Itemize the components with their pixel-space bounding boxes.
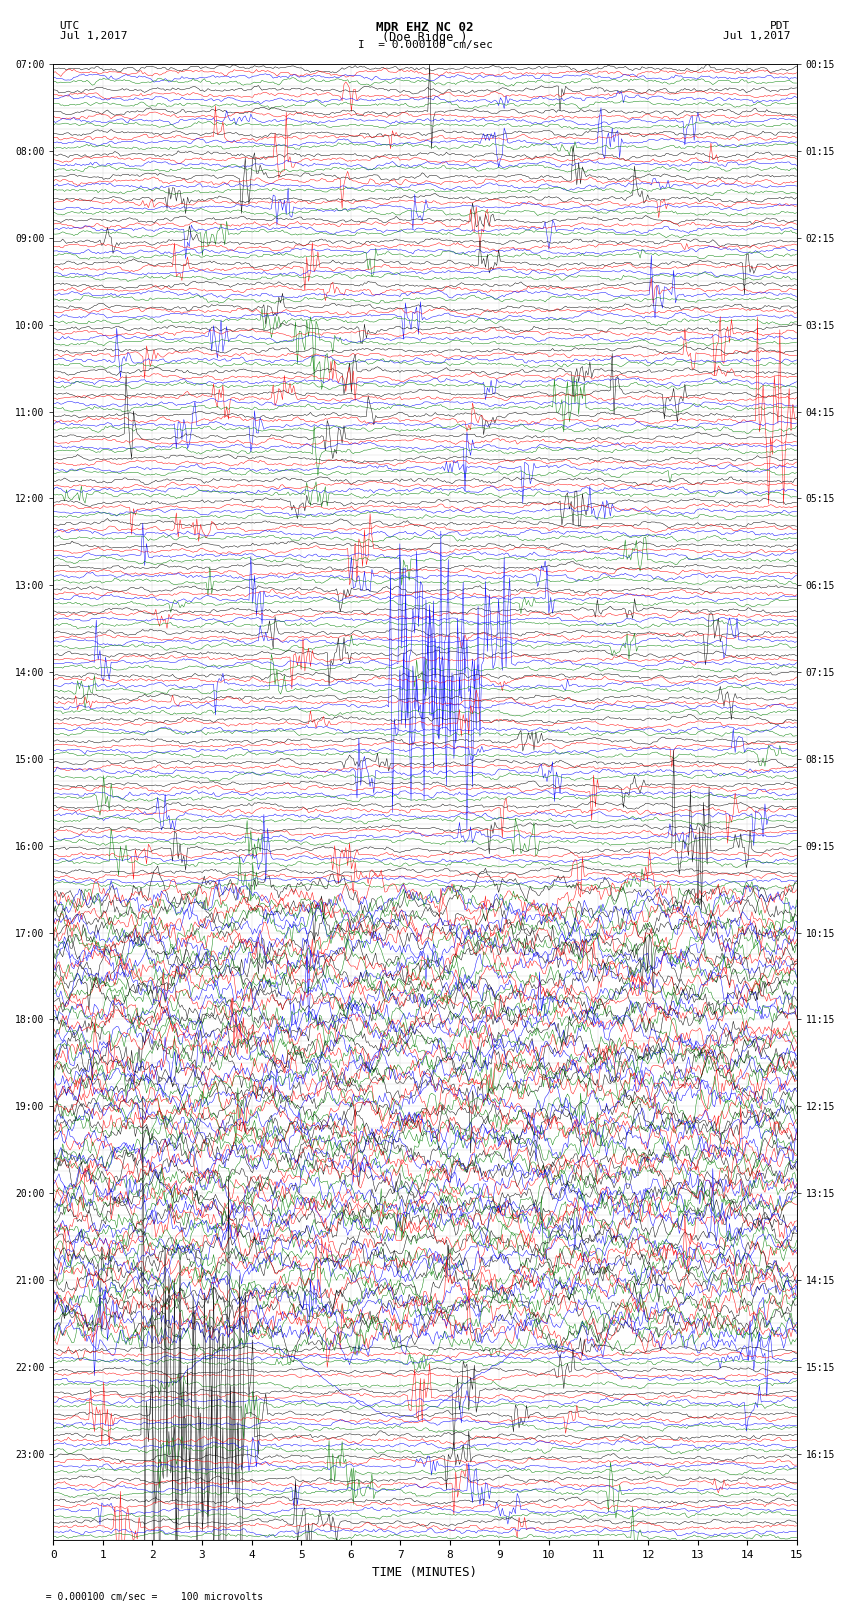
Text: UTC: UTC xyxy=(60,21,80,31)
Text: I  = 0.000100 cm/sec: I = 0.000100 cm/sec xyxy=(358,40,492,50)
Text: MDR EHZ NC 02: MDR EHZ NC 02 xyxy=(377,21,473,34)
Text: (Doe Ridge ): (Doe Ridge ) xyxy=(382,31,468,44)
X-axis label: TIME (MINUTES): TIME (MINUTES) xyxy=(372,1566,478,1579)
Text: Jul 1,2017: Jul 1,2017 xyxy=(723,31,791,40)
Text: PDT: PDT xyxy=(770,21,790,31)
Text: = 0.000100 cm/sec =    100 microvolts: = 0.000100 cm/sec = 100 microvolts xyxy=(34,1592,264,1602)
Text: Jul 1,2017: Jul 1,2017 xyxy=(60,31,127,40)
